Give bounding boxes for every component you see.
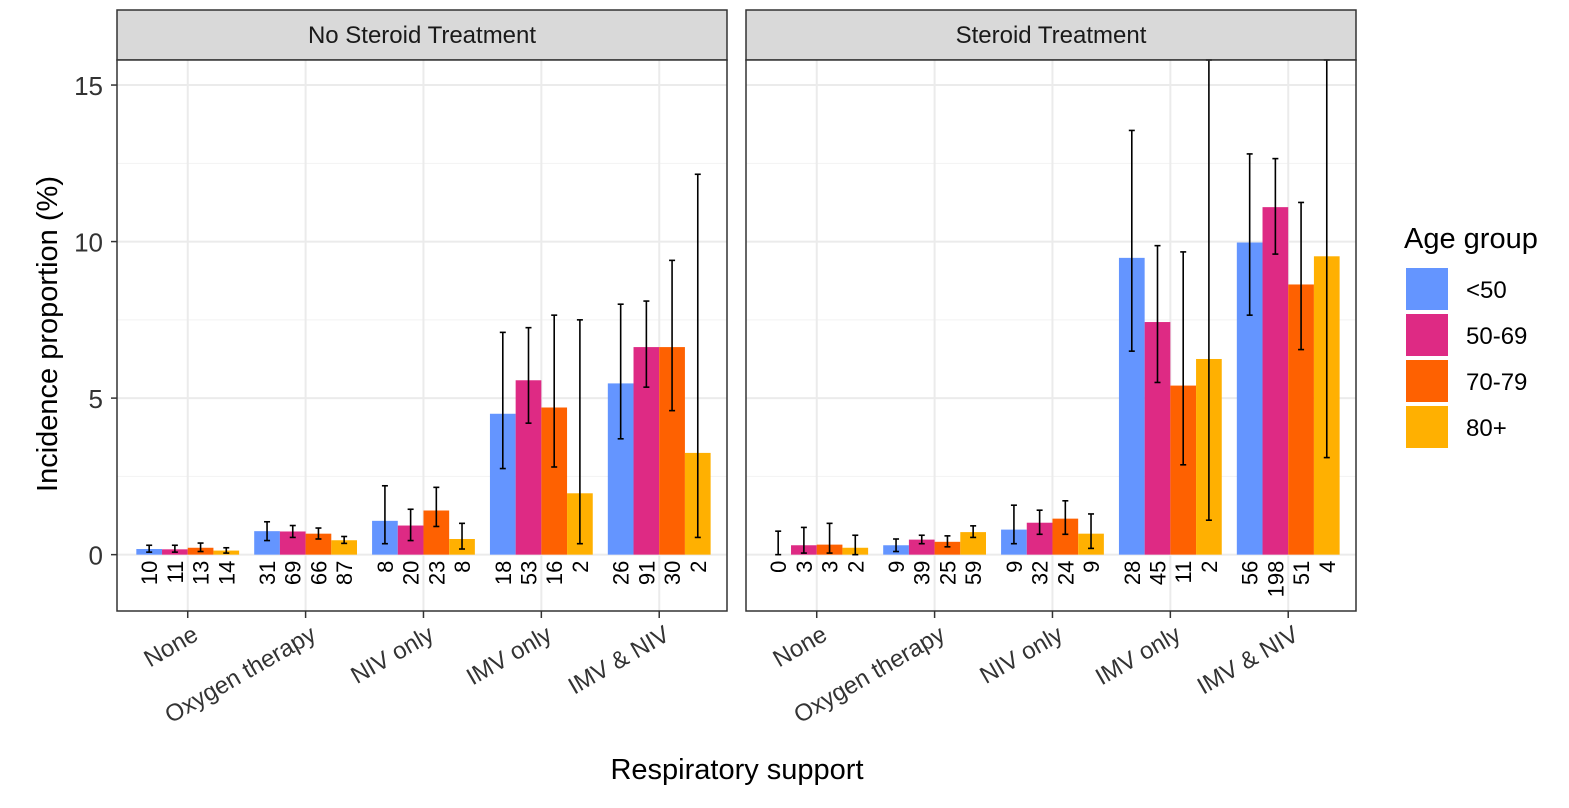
count-label: 3 (792, 561, 817, 573)
legend-title: Age group (1404, 223, 1538, 255)
count-label: 25 (935, 561, 960, 585)
count-label: 4 (1315, 561, 1340, 573)
count-label: 18 (491, 561, 516, 585)
x-tick-label: IMV & NIV (1193, 621, 1304, 700)
bar (1263, 207, 1289, 555)
count-label: 66 (306, 561, 331, 585)
legend-key (1406, 268, 1448, 310)
count-label: 31 (255, 561, 280, 585)
count-label: 2 (686, 561, 711, 573)
count-label: 30 (660, 561, 685, 585)
count-label: 24 (1053, 561, 1078, 585)
count-label: 56 (1238, 561, 1263, 585)
count-label: 26 (609, 561, 634, 585)
legend-label: 50-69 (1466, 323, 1527, 350)
count-label: 69 (281, 561, 306, 585)
x-axis-title: Respiratory support (610, 754, 863, 786)
y-tick-label: 0 (89, 541, 103, 571)
legend-key (1406, 406, 1448, 448)
y-axis-title: Incidence proportion (%) (32, 176, 64, 492)
count-label: 198 (1263, 561, 1288, 598)
legend-label: 70-79 (1466, 369, 1527, 396)
count-label: 59 (961, 561, 986, 585)
count-label: 91 (634, 561, 659, 585)
legend-label: 80+ (1466, 415, 1507, 442)
count-label: 13 (189, 561, 214, 585)
legend-label: <50 (1466, 277, 1507, 304)
count-label: 87 (332, 561, 357, 585)
y-tick-label: 5 (89, 384, 103, 414)
x-tick-label: IMV only (462, 621, 556, 691)
facet-title: No Steroid Treatment (308, 22, 536, 49)
legend-key (1406, 360, 1448, 402)
count-label: 45 (1145, 561, 1170, 585)
count-label: 23 (424, 561, 449, 585)
x-tick-label: None (769, 621, 832, 673)
count-label: 9 (884, 561, 909, 573)
x-tick-label: NIV only (346, 621, 438, 690)
count-label: 16 (542, 561, 567, 585)
count-label: 9 (1002, 561, 1027, 573)
panel-0: No Steroid Treatment 10 31 8 18 26 11 69 20 53 91 1… (117, 10, 727, 729)
count-label: 0 (766, 561, 791, 573)
x-tick-label: None (140, 621, 203, 673)
y-tick-label: 15 (74, 71, 103, 101)
count-label: 14 (214, 561, 239, 585)
count-label: 3 (818, 561, 843, 573)
count-label: 53 (516, 561, 541, 585)
facet-title: Steroid Treatment (956, 22, 1147, 49)
count-label: 8 (450, 561, 475, 573)
count-label: 11 (1171, 561, 1196, 584)
x-tick-label: IMV & NIV (564, 621, 675, 700)
legend: Age group <50 50-69 70-79 80+ (1404, 223, 1538, 448)
count-label: 32 (1028, 561, 1053, 585)
count-label: 8 (373, 561, 398, 573)
x-tick-label: NIV only (975, 621, 1067, 690)
count-label: 10 (137, 561, 162, 585)
count-label: 2 (1197, 561, 1222, 573)
count-label: 11 (163, 561, 188, 584)
count-label: 28 (1120, 561, 1145, 585)
y-tick-label: 10 (74, 228, 103, 258)
count-label: 39 (910, 561, 935, 585)
count-label: 2 (568, 561, 593, 573)
count-label: 20 (399, 561, 424, 585)
count-label: 2 (843, 561, 868, 573)
x-tick-label: IMV only (1091, 621, 1185, 691)
legend-key (1406, 314, 1448, 356)
count-label: 51 (1289, 561, 1314, 585)
count-label: 9 (1079, 561, 1104, 573)
